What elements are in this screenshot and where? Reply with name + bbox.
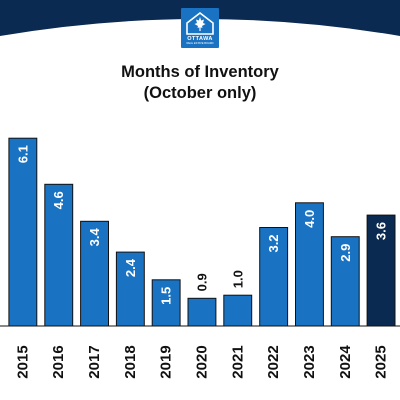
logo-wordmark: OTTAWA — [187, 36, 213, 42]
bar-2016 — [44, 183, 74, 327]
bar-2024 — [330, 236, 360, 327]
x-tick-label-2024: 2024 — [337, 345, 354, 379]
bar-2022 — [259, 227, 289, 327]
data-label-2020: 0.9 — [195, 273, 210, 291]
x-tick-label-2017: 2017 — [86, 345, 103, 378]
chart-title: Months of Inventory — [121, 63, 279, 81]
bar-2015 — [8, 137, 38, 327]
data-label-2022: 3.2 — [266, 234, 281, 252]
bar-2023 — [295, 202, 324, 327]
bar-2021 — [223, 294, 253, 327]
data-label-2017: 3.4 — [87, 227, 102, 246]
chart-subtitle: (October only) — [143, 84, 257, 102]
data-label-2024: 2.9 — [338, 244, 353, 262]
x-tick-label-2018: 2018 — [122, 345, 139, 378]
data-label-2025: 3.6 — [374, 222, 389, 240]
data-label-2016: 4.6 — [51, 191, 66, 209]
data-label-2021: 1.0 — [230, 270, 245, 288]
x-tick-label-2019: 2019 — [158, 345, 175, 378]
bar-2017 — [80, 220, 109, 327]
ottawa-real-estate-board-logo: OTTAWA REAL ESTATE BOARD — [181, 8, 219, 48]
x-tick-label-2022: 2022 — [265, 345, 282, 378]
house-maple-leaf-icon — [186, 11, 214, 35]
x-tick-label-2025: 2025 — [373, 345, 390, 378]
data-label-2023: 4.0 — [302, 210, 317, 228]
x-tick-label-2023: 2023 — [301, 345, 318, 378]
bars-group: 6.1 4.6 3.4 2.4 1.5 0.9 1.0 3.2 4.0 2.9 3.6 — [8, 137, 396, 327]
bar-2020 — [187, 297, 217, 327]
x-tick-label-2021: 2021 — [229, 345, 246, 378]
x-tick-label-2015: 2015 — [14, 345, 31, 378]
data-label-2018: 2.4 — [123, 258, 138, 277]
x-tick-label-2020: 2020 — [194, 345, 211, 378]
x-tick-labels: 2015 2016 2017 2018 2019 2020 2021 2022 2023 2024… — [14, 345, 389, 379]
bar-2019 — [151, 279, 181, 327]
data-label-2015: 6.1 — [15, 145, 30, 163]
x-tick-label-2016: 2016 — [50, 345, 67, 378]
data-label-2019: 1.5 — [159, 287, 174, 305]
logo-subtext: REAL ESTATE BOARD — [186, 42, 214, 45]
